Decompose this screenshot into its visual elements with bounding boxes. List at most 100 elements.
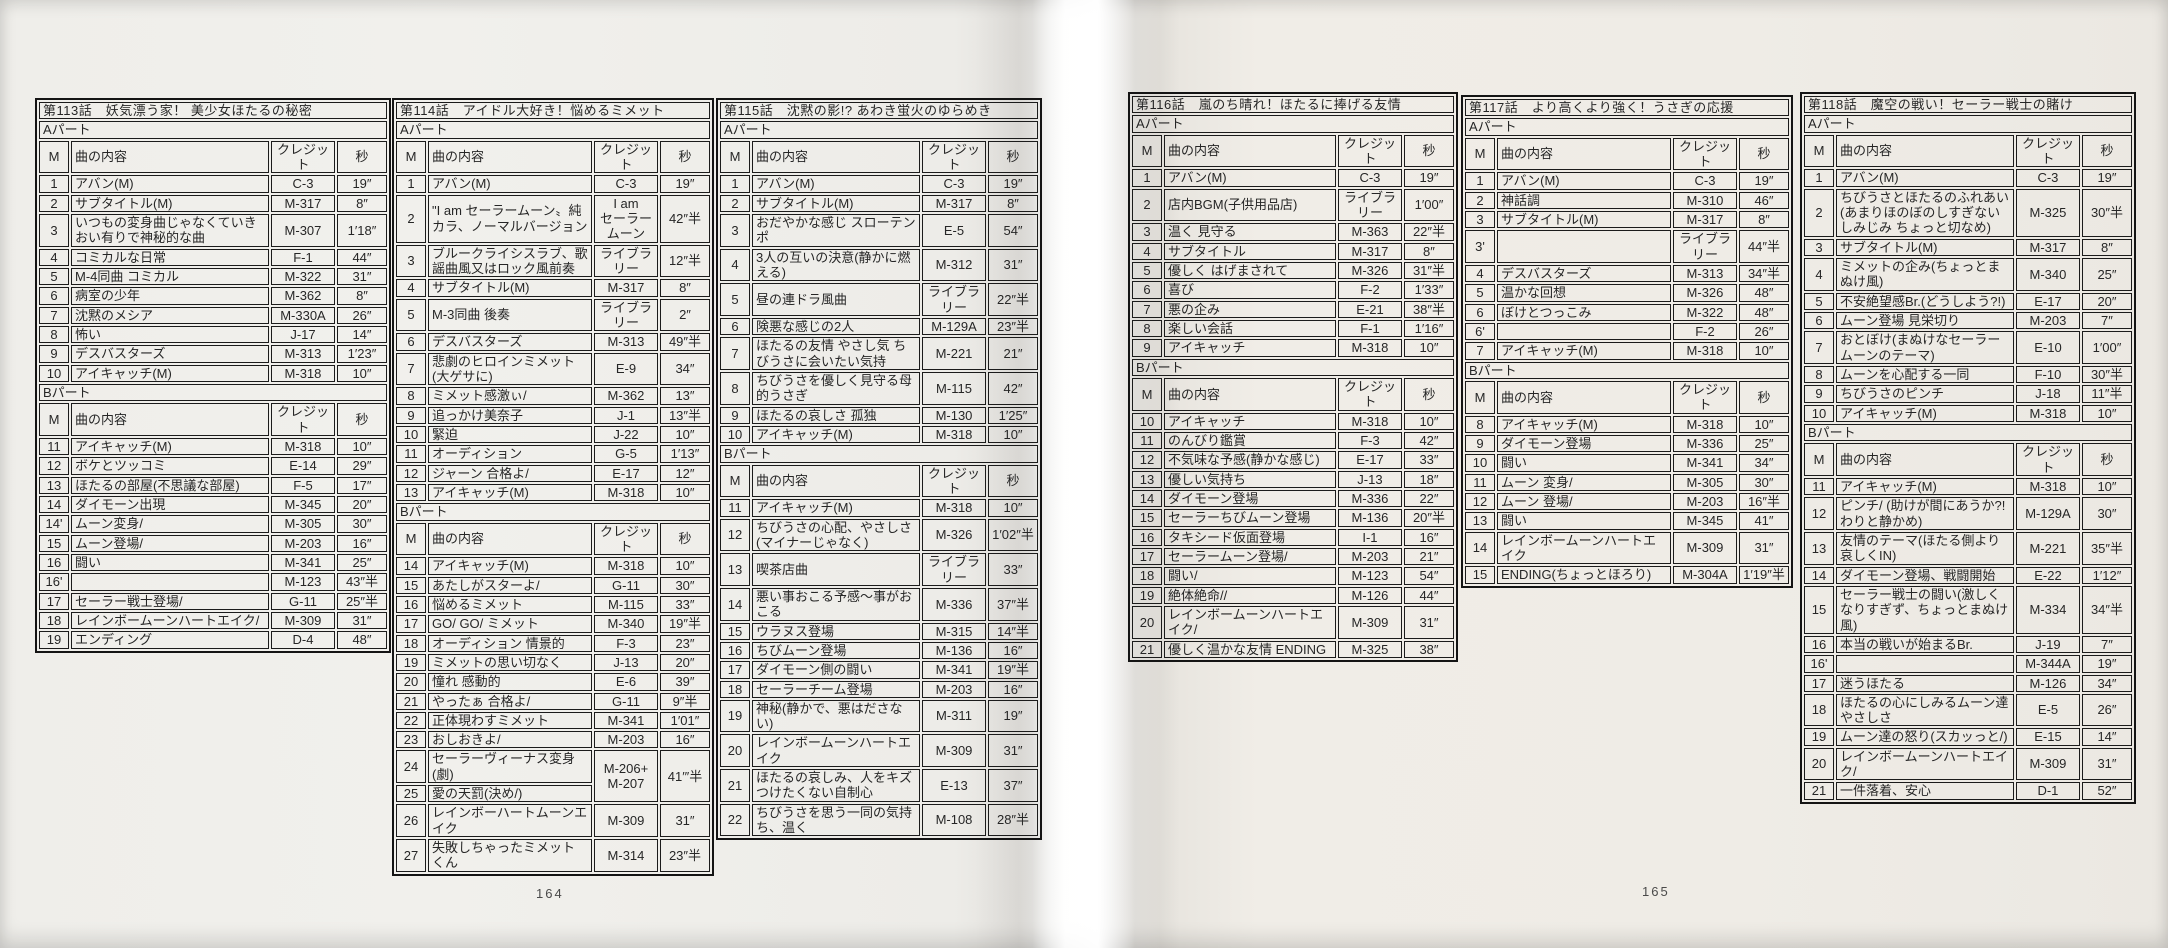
cue-number: 17 bbox=[1804, 674, 1834, 692]
cue-credit: M-315 bbox=[922, 622, 986, 640]
cue-row: 19 ムーン達の怒り(スカッっと/) E-15 14″ bbox=[1804, 728, 2132, 746]
part-label: Aパート bbox=[1465, 118, 1789, 136]
cue-content: アイキャッチ(M) bbox=[1497, 342, 1671, 360]
cue-credit: G-5 bbox=[593, 445, 658, 463]
cue-seconds: 31″ bbox=[2081, 747, 2132, 781]
cue-seconds: 23″半 bbox=[659, 839, 710, 872]
cue-content: アイキャッチ(M) bbox=[1836, 477, 2014, 496]
cue-number: 12 bbox=[1132, 451, 1162, 469]
cue-seconds: 31″ bbox=[988, 248, 1038, 282]
cue-credit: M-129A bbox=[922, 317, 986, 336]
cue-seconds: 41″ bbox=[1738, 512, 1789, 530]
cue-credit: M-203 bbox=[270, 534, 335, 552]
part-row: Aパート bbox=[1132, 115, 1454, 133]
cue-seconds: 31″ bbox=[336, 267, 387, 286]
cue-seconds: 14″ bbox=[2081, 728, 2132, 746]
column-header-seconds: 秒 bbox=[1738, 137, 1789, 171]
cue-row: 17 セーラー戦士登場/G-11 25″半 bbox=[39, 592, 387, 610]
cue-row: 17 迷うほたる M-126 34″ bbox=[1804, 674, 2132, 692]
cue-number: 18 bbox=[1132, 567, 1162, 585]
cue-credit: M-136 bbox=[922, 641, 986, 660]
cue-content: あたしがスターよ/ bbox=[428, 576, 592, 594]
cue-credit: M-123 bbox=[1337, 567, 1402, 585]
column-header-m: M bbox=[1132, 377, 1162, 411]
cue-content: ムーン達の怒り(スカッっと/) bbox=[1836, 728, 2014, 746]
cue-row: 8 ミメット感激ぃ/M-362 13″ bbox=[396, 387, 710, 405]
cue-row: 10 闘い M-341 34″ bbox=[1465, 454, 1789, 472]
cue-content: アイキャッチ(M) bbox=[428, 557, 592, 575]
cue-row: 4 コミカルな日常 F-1 44″ bbox=[39, 248, 387, 266]
cue-table: 第115話 沈黙の影!? あわき蛍火のゆらめき Aパート M 曲の内容 クレジット秒 1 ア… bbox=[716, 98, 1042, 841]
cue-seconds: 16″ bbox=[988, 641, 1038, 660]
cue-credit: M-305 bbox=[270, 515, 335, 533]
cue-seconds: 20″半 bbox=[1403, 509, 1454, 527]
cue-row: 6 病室の少年 M-362 8″ bbox=[39, 287, 387, 305]
cue-row: 11 アイキャッチ(M) M-318 10″ bbox=[1804, 477, 2132, 496]
cue-number: 14 bbox=[720, 587, 750, 621]
column-header-credit: クレジット bbox=[2015, 134, 2080, 168]
cue-number: 6 bbox=[1465, 303, 1495, 321]
cue-content: セーラーヴィーナス変身(劇) bbox=[428, 750, 592, 784]
cue-content: ムーン 変身/ bbox=[1497, 473, 1671, 491]
part-label: Bパート bbox=[1132, 358, 1454, 376]
column-header-credit: クレジット bbox=[1672, 380, 1737, 414]
cue-credit: M-311 bbox=[922, 699, 986, 733]
cue-content: GO/ GO/ ミメット bbox=[428, 615, 592, 633]
cue-row: 9 ちびうさのピンチ J-18 11″半 bbox=[1804, 385, 2132, 403]
cue-content: アイキャッチ bbox=[1164, 412, 1336, 430]
cue-number: 12 bbox=[1465, 492, 1495, 511]
cue-seconds: 25″ bbox=[2081, 257, 2132, 291]
cue-seconds: 1′19″半 bbox=[1738, 566, 1789, 584]
part-row: Aパート bbox=[39, 121, 387, 139]
cue-number: 5 bbox=[39, 267, 69, 286]
cue-row: 1 アバン(M) C-3 19″ bbox=[396, 175, 710, 193]
cue-credit: E-17 bbox=[1337, 451, 1402, 469]
cue-number: 14 bbox=[1132, 489, 1162, 508]
cue-number: 20 bbox=[720, 734, 750, 768]
cue-row: 19 ミメットの思い切なく J-13 20″ bbox=[396, 653, 710, 672]
cue-credit: M-115 bbox=[922, 371, 986, 405]
cue-credit: M-340 bbox=[593, 615, 658, 633]
column-header-content: 曲の内容 bbox=[1497, 380, 1671, 414]
column-header-seconds: 秒 bbox=[336, 403, 387, 436]
cue-content: サブタイトル(M) bbox=[1836, 238, 2014, 256]
cue-row: 4 3人の互いの決意(静かに燃える) M-312 31″ bbox=[720, 248, 1038, 282]
cue-number: 5 bbox=[720, 283, 750, 316]
cue-number: 16 bbox=[39, 553, 69, 572]
cue-row: 11 ムーン 変身/M-305 30″ bbox=[1465, 473, 1789, 491]
column-header-m: M bbox=[39, 140, 69, 174]
cue-seconds: 19″ bbox=[1738, 172, 1789, 190]
part-row: Bパート bbox=[720, 445, 1038, 463]
cue-credit: M-318 bbox=[922, 425, 986, 444]
part-label: Bパート bbox=[720, 445, 1038, 463]
cue-row: 5 M-4同曲 コミカル M-322 31″ bbox=[39, 267, 387, 286]
cue-seconds: 11″半 bbox=[2081, 385, 2132, 403]
cue-credit: M-203 bbox=[593, 731, 658, 749]
cue-row: 20 レインボームーンハートエイク/M-309 31″ bbox=[1804, 747, 2132, 781]
cue-credit: D-4 bbox=[270, 631, 335, 649]
cue-seconds: 39″ bbox=[659, 673, 710, 691]
cue-number: 1 bbox=[1804, 169, 1834, 187]
cue-number: 14 bbox=[396, 557, 426, 575]
cue-row: 2 サブタイトル(M) M-317 8″ bbox=[720, 194, 1038, 212]
cue-number: 16 bbox=[720, 641, 750, 660]
cue-seconds: 22″半 bbox=[1403, 223, 1454, 241]
cue-seconds: 7″ bbox=[2081, 311, 2132, 330]
cue-credit: M-318 bbox=[1337, 339, 1402, 357]
cue-row: 22 ちびうさを思う一同の気持ち、温く M-108 28″半 bbox=[720, 803, 1038, 837]
cue-content: アイキャッチ(M) bbox=[752, 425, 920, 444]
cue-number: 1 bbox=[720, 175, 750, 193]
cue-content: サブタイトル(M) bbox=[428, 279, 592, 297]
cue-seconds: 29″ bbox=[336, 457, 387, 475]
cue-credit: M-309 bbox=[1337, 605, 1402, 639]
cue-number: 20 bbox=[396, 673, 426, 691]
episode-table-113: 第113話 妖気漂う家！ 美少女ほたるの秘密 Aパート M 曲の内容 クレジット秒 1 アバ… bbox=[35, 98, 391, 653]
cue-seconds: 7″ bbox=[2081, 635, 2132, 654]
cue-credit: M-340 bbox=[2015, 257, 2080, 291]
cue-credit: M-344A bbox=[2015, 655, 2080, 673]
cue-seconds: 19″ bbox=[336, 175, 387, 193]
cue-row: 13 優しい気持ち J-13 18″ bbox=[1132, 470, 1454, 488]
cue-seconds: 16″ bbox=[336, 534, 387, 552]
cue-seconds: 33″ bbox=[988, 553, 1038, 586]
cue-content: 楽しい会話 bbox=[1164, 319, 1336, 338]
